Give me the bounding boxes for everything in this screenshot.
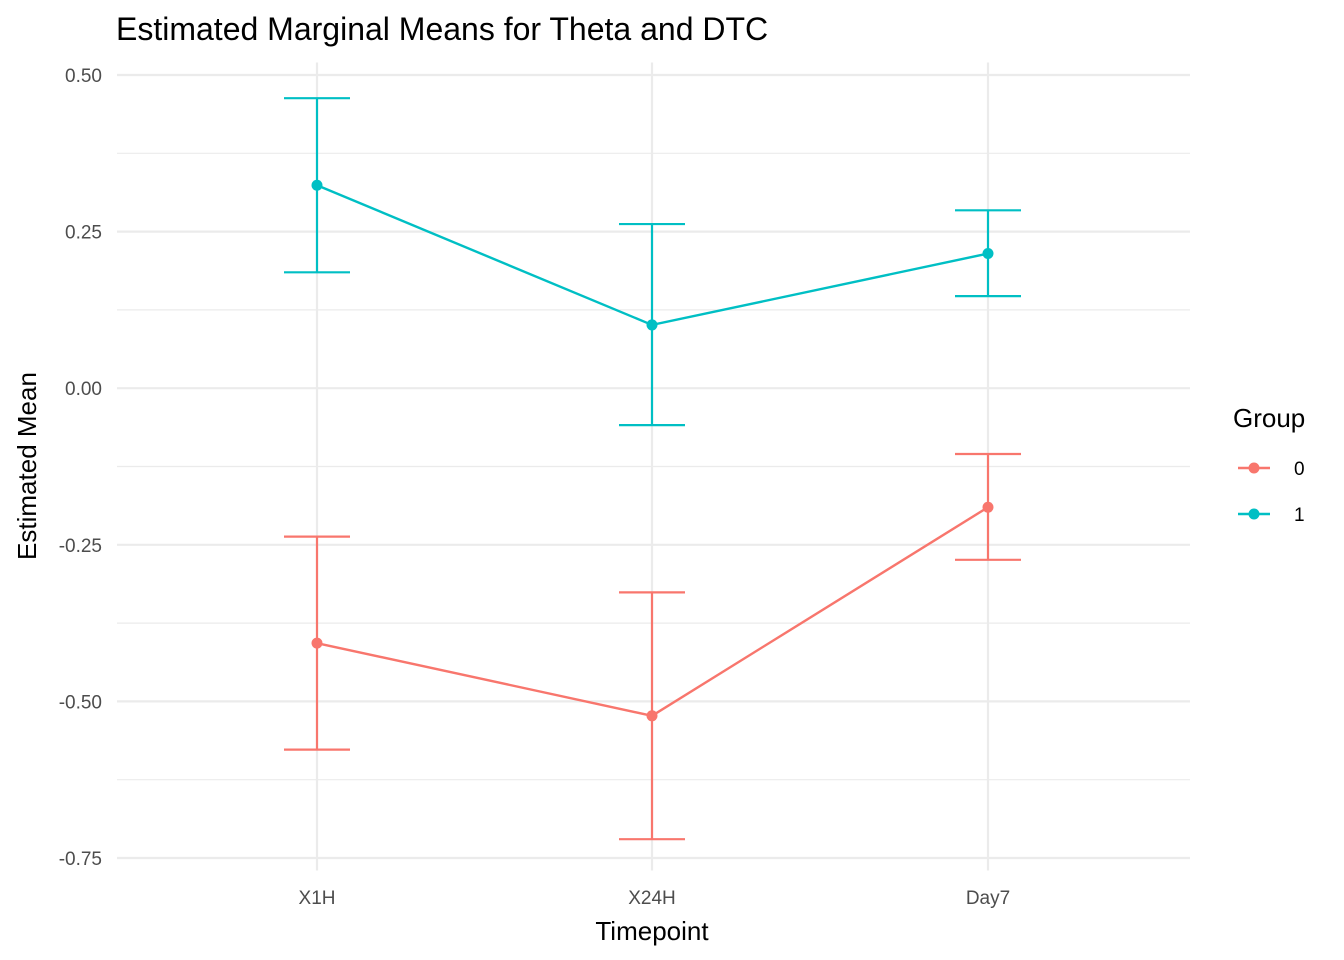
data-point (646, 319, 658, 331)
x-axis-title: Timepoint (595, 916, 709, 946)
data-point (646, 710, 658, 722)
y-tick-label: -0.25 (59, 536, 102, 557)
x-tick-label: X24H (628, 888, 676, 909)
legend-item-1: 1 (1238, 505, 1305, 526)
legend-item-0: 0 (1238, 459, 1305, 480)
legend-label: 0 (1294, 459, 1305, 480)
series-group-0 (284, 452, 1021, 841)
y-tick-label: 0.25 (65, 223, 102, 244)
legend-label: 1 (1294, 505, 1305, 526)
series-group-1 (284, 97, 1021, 427)
data-point (982, 501, 994, 513)
y-tick-label: -0.75 (59, 849, 102, 870)
legend-key-point (1248, 462, 1260, 474)
y-tick-label: 0.00 (65, 379, 102, 400)
data-point (311, 637, 323, 649)
axes: -0.75 -0.50 -0.25 0.00 0.25 0.50 X1H X24H Day7 (59, 66, 1010, 909)
legend-key-point (1248, 508, 1260, 520)
legend-items: 01 (1238, 459, 1305, 526)
data-point (982, 248, 994, 260)
y-tick-label: 0.50 (65, 66, 102, 87)
chart-title: Estimated Marginal Means for Theta and D… (116, 11, 768, 47)
x-tick-label: X1H (299, 888, 336, 909)
y-tick-label: -0.50 (59, 692, 102, 713)
y-axis-title: Estimated Mean (12, 372, 42, 560)
data-point (311, 179, 323, 191)
legend: Group 01 (1233, 403, 1305, 526)
legend-title: Group (1233, 403, 1305, 433)
grid (117, 62, 1190, 871)
series-layer (284, 97, 1021, 841)
x-tick-label: Day7 (966, 888, 1010, 909)
